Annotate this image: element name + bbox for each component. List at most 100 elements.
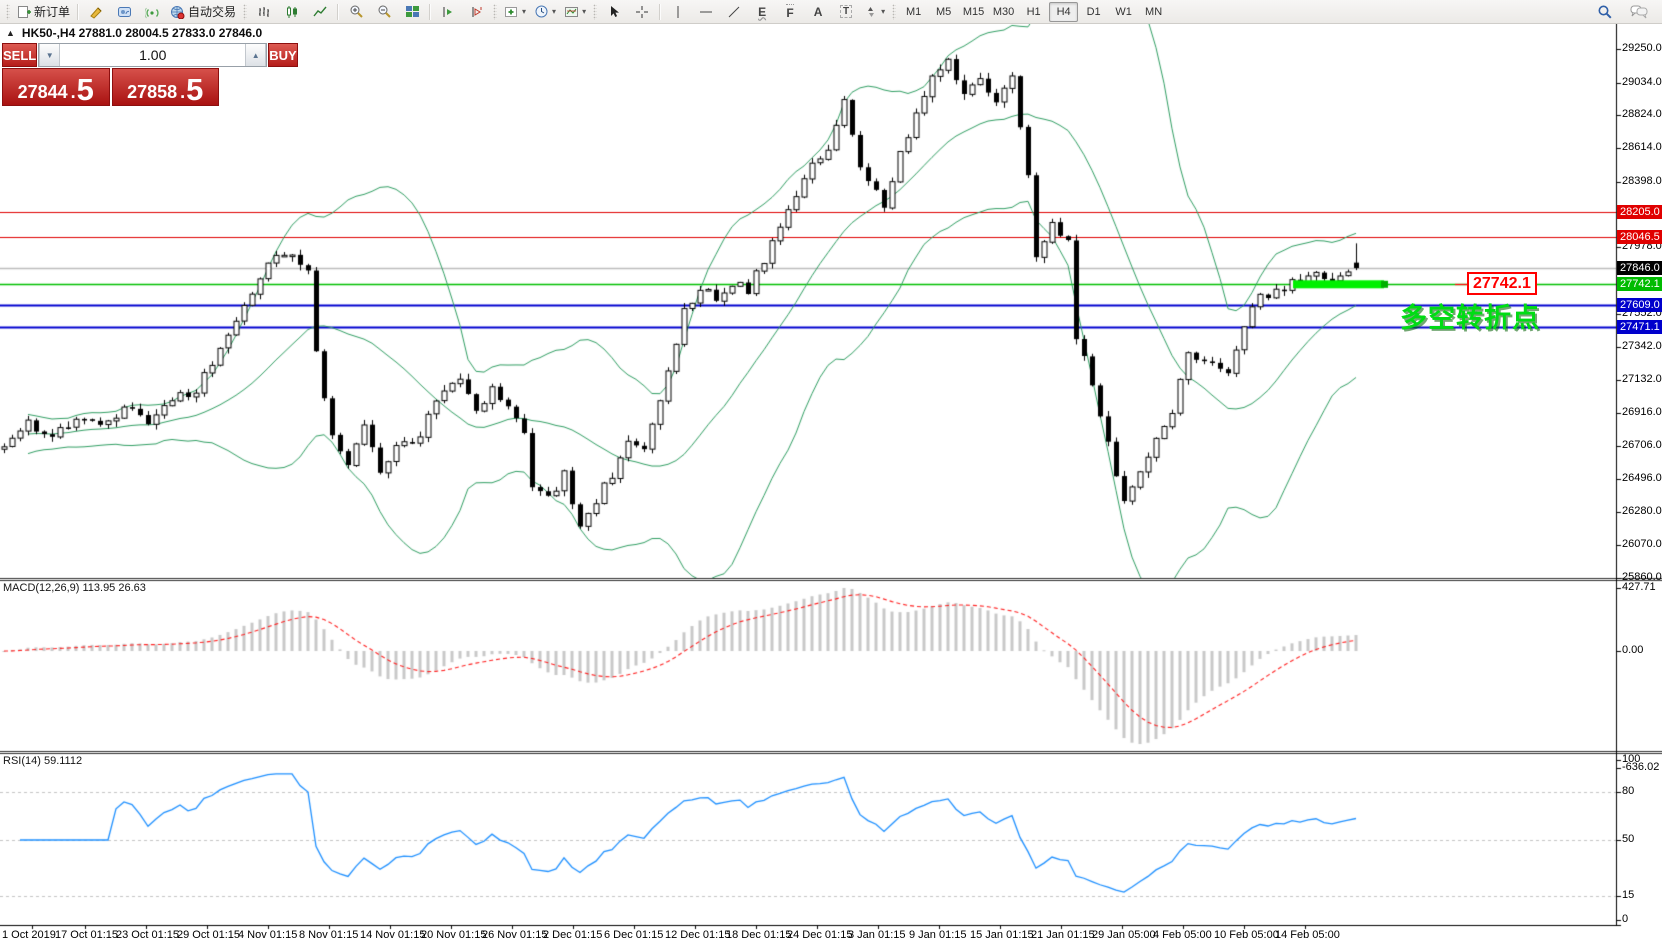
tile-windows-icon (405, 5, 419, 17)
equidistant-channel-button[interactable]: E (748, 1, 776, 23)
chart-shift-icon (472, 6, 482, 17)
time-tick-label: 9 Jan 01:15 (909, 929, 967, 941)
timeframe-button-M30[interactable]: M30 (992, 5, 1015, 18)
cursor-button[interactable] (600, 1, 628, 23)
price-tick-label: 29034.0 (1622, 76, 1662, 88)
signals-button[interactable] (138, 1, 166, 23)
caret-down-icon: ▾ (582, 6, 587, 16)
timeframe-button-MN[interactable]: MN (1145, 5, 1163, 18)
candlestick-chart-button[interactable] (278, 1, 306, 23)
line-chart-icon (312, 6, 327, 16)
time-tick-label: 14 Feb 05:00 (1275, 929, 1340, 941)
indicators-icon (505, 6, 518, 17)
auto-scroll-button[interactable] (434, 1, 462, 23)
trendline-icon (728, 6, 740, 17)
volume-input[interactable] (60, 44, 246, 66)
arrows-icon (868, 6, 875, 17)
text-label-icon: T (840, 5, 853, 18)
clock-icon (535, 5, 548, 18)
rsi-scale-label: 50 (1622, 833, 1635, 845)
toolbar-drag-handle[interactable] (593, 3, 598, 20)
toolbar-drag-handle[interactable] (6, 3, 10, 20)
caret-down-icon: ▾ (552, 6, 557, 16)
rsi-scale-label: 0 (1622, 913, 1629, 925)
fibonacci-button[interactable]: F (776, 1, 804, 23)
trendline-button[interactable] (720, 1, 748, 23)
timeframe-button-M5[interactable]: M5 (935, 5, 952, 18)
collapse-panel-icon[interactable]: ▲ (6, 28, 15, 38)
price-tick-label: 26070.0 (1622, 538, 1662, 550)
price-tick-label: 28824.0 (1622, 108, 1662, 120)
timeframe-button-M15[interactable]: M15 (962, 5, 985, 18)
chart-shift-button[interactable] (462, 1, 490, 23)
time-tick-label: 18 Dec 01:15 (726, 929, 792, 941)
sell-price-display[interactable]: 27844. 5 (2, 68, 110, 106)
price-tick-label: 26496.0 (1622, 472, 1662, 484)
support-price-annotation[interactable]: 27742.1 (1467, 272, 1537, 295)
timeframe-button-D1[interactable]: D1 (1086, 5, 1101, 18)
toolbar-separator (337, 3, 340, 20)
time-tick-label: 24 Dec 01:15 (787, 929, 853, 941)
toolbar-separator (659, 3, 662, 20)
horizontal-line-button[interactable] (692, 1, 720, 23)
metaeditor-icon (89, 6, 102, 19)
equidistant-channel-icon: E (758, 4, 767, 19)
time-tick-label: 15 Jan 01:15 (970, 929, 1034, 941)
timeframe-button-H1[interactable]: H1 (1026, 5, 1041, 18)
macd-scale-label: 0.00 (1622, 644, 1644, 656)
time-tick-label: 12 Dec 01:15 (665, 929, 731, 941)
macd-scale-label: 427.71 (1622, 581, 1656, 593)
template-icon (565, 6, 579, 17)
price-tick-label: 26706.0 (1622, 439, 1662, 451)
timeframe-button-W1[interactable]: W1 (1115, 5, 1132, 18)
periods-button[interactable]: ▾ (530, 1, 560, 23)
timeframe-button-M1[interactable]: M1 (905, 5, 922, 18)
time-tick-label: 17 Oct 01:15 (55, 929, 118, 941)
fibonacci-icon: F (786, 3, 794, 20)
price-tick-label: 29250.0 (1622, 42, 1662, 54)
price-tick-label: 26916.0 (1622, 406, 1662, 418)
volume-decrease-button[interactable]: ▼ (39, 44, 61, 66)
vertical-line-button[interactable] (664, 1, 692, 23)
zoom-out-button[interactable] (370, 1, 398, 23)
time-tick-label: 2 Dec 01:15 (543, 929, 603, 941)
turning-point-note[interactable]: 多空转折点 (1400, 303, 1540, 333)
new-order-button[interactable]: 新订单 (13, 1, 74, 23)
tile-windows-button[interactable] (398, 1, 426, 23)
volume-increase-button[interactable]: ▲ (245, 44, 267, 66)
price-tick-label: 28614.0 (1622, 141, 1662, 153)
buy-price-display[interactable]: 27858. 5 (111, 68, 219, 107)
templates-button[interactable]: ▾ (560, 1, 590, 23)
sell-button[interactable]: SELL (2, 43, 38, 67)
buy-price-frac: 5 (186, 71, 204, 107)
text-label-button[interactable]: T (832, 1, 860, 23)
text-button[interactable]: A (804, 1, 832, 23)
buy-price-dot: . (180, 82, 186, 103)
autotrading-button[interactable]: 自动交易 (166, 1, 240, 23)
time-axis[interactable]: 1 Oct 2019 17 Oct 01:15 23 Oct 01:15 29 Oct… (0, 925, 1616, 947)
time-tick-label: 14 Nov 01:15 (360, 929, 426, 941)
line-chart-button[interactable] (306, 1, 334, 23)
price-tick-label: 28398.0 (1622, 175, 1662, 187)
toolbar-drag-handle[interactable] (243, 3, 248, 20)
buy-button[interactable]: BUY (268, 43, 298, 67)
toolbar-drag-handle[interactable] (892, 3, 897, 20)
arrows-button[interactable]: ▾ (860, 1, 889, 23)
search-button[interactable] (1591, 1, 1619, 23)
price-axis[interactable]: 29250.0 29034.0 28824.0 28614.0 28398.0 27978… (1616, 24, 1662, 925)
toolbar-separator (429, 3, 432, 20)
timeframe-button-H4[interactable]: H4 (1049, 1, 1079, 22)
bar-chart-button[interactable] (250, 1, 278, 23)
toolbar-right-group (1591, 1, 1659, 23)
market-watch-button[interactable] (110, 1, 138, 23)
chart-canvas[interactable] (0, 24, 1662, 947)
metaeditor-button[interactable] (82, 1, 110, 23)
indicators-button[interactable]: ▾ (500, 1, 530, 23)
price-level-box: 27471.1 (1617, 320, 1662, 334)
zoom-in-button[interactable] (342, 1, 370, 23)
time-tick-label: 1 Oct 2019 (2, 929, 56, 941)
chat-button[interactable] (1625, 1, 1653, 23)
toolbar-drag-handle[interactable] (493, 3, 498, 20)
crosshair-button[interactable] (628, 1, 656, 23)
